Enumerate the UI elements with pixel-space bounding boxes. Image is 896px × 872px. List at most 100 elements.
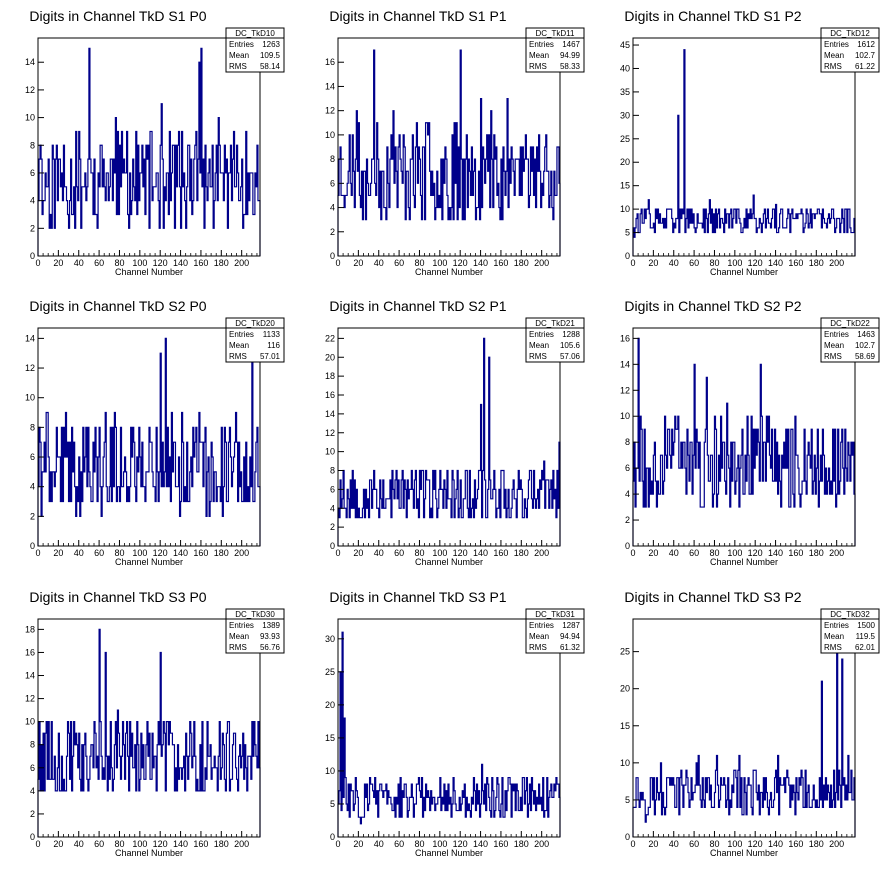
x-tick-label: 0 [335, 258, 340, 268]
x-tick-label: 80 [414, 839, 424, 849]
y-tick-label: 10 [25, 717, 35, 727]
x-tick-label: 80 [114, 548, 124, 558]
y-tick-label: 14 [25, 57, 35, 67]
stats-key: Mean [529, 632, 549, 641]
panel-title: Digits in Channel TkD S1 P1 [329, 8, 506, 24]
y-tick-label: 16 [25, 647, 35, 657]
x-tick-label: 40 [374, 548, 384, 558]
panel-title: Digits in Channel TkD S1 P2 [624, 8, 801, 24]
y-tick-label: 6 [30, 168, 35, 178]
y-tick-label: 20 [620, 157, 630, 167]
stats-value: 1612 [857, 40, 875, 49]
x-tick-label: 120 [748, 258, 763, 268]
histogram-series-line [37, 628, 261, 837]
x-tick-label: 60 [94, 548, 104, 558]
x-tick-label: 0 [630, 548, 635, 558]
x-tick-label: 180 [514, 548, 529, 558]
x-tick-label: 140 [768, 839, 783, 849]
plot-frame [37, 618, 261, 838]
stats-name: DC_TkD20 [235, 319, 275, 328]
y-tick-label: 14 [325, 409, 335, 419]
x-tick-label: 200 [234, 839, 249, 849]
x-tick-label: 40 [669, 839, 679, 849]
stats-value: 1288 [562, 330, 580, 339]
histogram-panel: Digits in Channel TkD S1 P10 20 40 60 80 100 1… [325, 8, 585, 277]
y-tick-label: 2 [30, 223, 35, 233]
x-tick-label: 60 [394, 839, 404, 849]
stats-box-frame [820, 608, 880, 654]
y-tick-label: 4 [330, 503, 335, 513]
y-tick-label: 10 [25, 113, 35, 123]
plot-frame [632, 618, 856, 838]
stats-value: 102.7 [855, 341, 876, 350]
y-tick-label: 10 [25, 393, 35, 403]
x-tick-label: 0 [335, 548, 340, 558]
y-tick-label: 8 [330, 154, 335, 164]
stats-value: 57.06 [560, 352, 581, 361]
x-tick-label: 140 [768, 548, 783, 558]
y-tick-label: 0 [330, 832, 335, 842]
stats-value: 1263 [262, 40, 280, 49]
y-tick-label: 5 [330, 799, 335, 809]
histogram-series-line [37, 337, 261, 546]
x-tick-label: 20 [353, 258, 363, 268]
y-tick-label: 25 [620, 134, 630, 144]
y-tick-label: 10 [325, 447, 335, 457]
stats-key: Mean [529, 51, 549, 60]
x-tick-label: 160 [193, 548, 208, 558]
histogram-series-line [632, 337, 856, 546]
histogram-series-line [632, 636, 856, 837]
histogram-panel: Digits in Channel TkD S1 P00 20 40 60 80 100 1… [25, 8, 285, 277]
x-tick-label: 120 [153, 548, 168, 558]
x-tick-label: 200 [829, 839, 844, 849]
y-tick-label: 12 [25, 694, 35, 704]
stats-box-frame [820, 27, 880, 73]
x-tick-label: 40 [374, 839, 384, 849]
stats-name: DC_TkD32 [830, 610, 870, 619]
x-tick-label: 20 [648, 258, 658, 268]
stats-box: DC_TkD31 Entries 1287 Mean 94.94 RMS 61.32 [525, 608, 585, 654]
x-axis-label: Channel Number [415, 557, 483, 567]
histogram-panel: Digits in Channel TkD S3 P10 20 40 60 80 100 1… [325, 589, 585, 858]
y-tick-label: 0 [30, 541, 35, 551]
x-tick-label: 0 [35, 548, 40, 558]
stats-value: 93.93 [260, 632, 281, 641]
histogram-panel: Digits in Channel TkD S2 P00 20 40 60 80 100 1… [25, 298, 285, 567]
stats-box-frame [820, 317, 880, 363]
stats-box-frame [525, 608, 585, 654]
stats-box-frame [525, 27, 585, 73]
stats-value: 1500 [857, 621, 875, 630]
stats-key: Mean [229, 341, 249, 350]
x-axis-label: Channel Number [115, 848, 183, 858]
panel-title: Digits in Channel TkD S3 P1 [329, 589, 506, 605]
x-tick-label: 140 [768, 258, 783, 268]
y-tick-label: 10 [620, 411, 630, 421]
y-tick-label: 2 [330, 522, 335, 532]
stats-key: Entries [229, 40, 254, 49]
plot-frame [337, 618, 561, 838]
x-tick-label: 120 [748, 839, 763, 849]
x-tick-label: 80 [414, 258, 424, 268]
stats-name: DC_TkD30 [235, 610, 275, 619]
stats-value: 105.6 [560, 341, 581, 350]
x-tick-label: 40 [374, 258, 384, 268]
x-tick-label: 100 [432, 548, 447, 558]
x-tick-label: 180 [514, 839, 529, 849]
stats-value: 62.01 [855, 643, 876, 652]
stats-key: Mean [229, 51, 249, 60]
stats-key: Entries [529, 330, 554, 339]
x-tick-label: 160 [788, 548, 803, 558]
x-tick-label: 160 [493, 548, 508, 558]
stats-value: 102.7 [855, 51, 876, 60]
y-tick-label: 6 [625, 463, 630, 473]
stats-value: 116 [267, 341, 280, 350]
x-tick-label: 20 [353, 548, 363, 558]
y-tick-label: 16 [325, 390, 335, 400]
y-tick-label: 8 [30, 140, 35, 150]
stats-box: DC_TkD32 Entries 1500 Mean 119.5 RMS 62.01 [820, 608, 880, 654]
x-tick-label: 140 [173, 258, 188, 268]
stats-name: DC_TkD10 [235, 29, 275, 38]
y-tick-label: 12 [25, 85, 35, 95]
stats-key: Entries [824, 330, 849, 339]
stats-value: 94.99 [560, 51, 581, 60]
